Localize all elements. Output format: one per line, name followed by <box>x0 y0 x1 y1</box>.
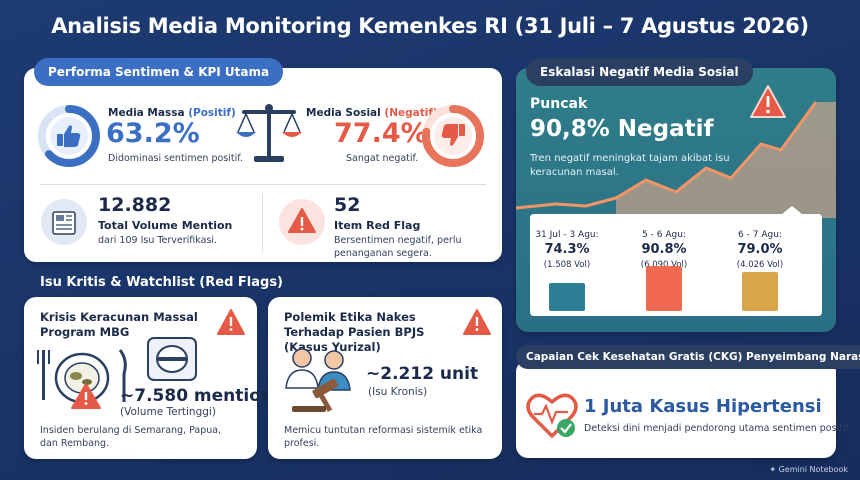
escalation-pill: Eskalasi Negatif Media Sosial <box>526 58 753 86</box>
bar-volume-label: (4.026 Vol) <box>736 260 784 270</box>
bar-value-label: 79.0% <box>737 242 783 257</box>
sparkle-icon: ✦ <box>769 465 777 474</box>
issue-count-bpjs: ~2.212 unit <box>366 364 479 384</box>
media-sosial-sub: Sangat negatif. <box>346 153 419 164</box>
volume-value: 12.882 <box>98 194 172 216</box>
watchlist-label: Isu Kritis & Watchlist (Red Flags) <box>40 275 284 290</box>
bar-value-label: 74.3% <box>544 242 590 257</box>
thumbs-down-icon <box>441 124 465 146</box>
issue-desc-mbg: Insiden berulang di Semarang, Papua, dan… <box>40 425 222 450</box>
media-massa-label: Media Massa (Positif) <box>108 107 236 119</box>
red-flag-label: Item Red Flag <box>334 219 421 232</box>
bar <box>646 266 682 311</box>
volume-sub: dari 109 Isu Terverifikasi. <box>98 235 218 246</box>
escalation-desc: Tren negatif meningkat tajam akibat isu … <box>530 153 730 178</box>
volume-label: Total Volume Mention <box>98 219 233 232</box>
ckg-pill: Capaian Cek Kesehatan Gratis (CKG) Penye… <box>516 345 860 369</box>
warning-icon <box>750 85 786 118</box>
balance-scale-icon <box>236 104 302 162</box>
escalation-peak-label: Puncak <box>530 96 588 112</box>
media-massa-value: 63.2% <box>106 118 200 149</box>
warning-icon <box>279 199 325 245</box>
red-flag-sub: Bersentimen negatif, perlu penanganan se… <box>334 235 462 259</box>
issue-title-mbg: Krisis Keracunan Massal Program MBG <box>40 310 198 339</box>
bar-category-label: 6 - 7 Agu: <box>738 230 782 240</box>
ckg-card <box>516 360 836 458</box>
issue-note-mbg: (Volume Tertinggi) <box>120 406 216 418</box>
kpi-section-pill: Performa Sentimen & KPI Utama <box>34 58 284 86</box>
warning-icon <box>463 309 491 335</box>
bar-value-label: 90.8% <box>641 242 687 257</box>
media-massa-sub: Didominasi sentimen positif. <box>108 153 243 164</box>
nurse-patient-gavel-icon <box>285 348 351 413</box>
ckg-headline: 1 Juta Kasus Hipertensi <box>584 396 822 417</box>
media-sosial-value: 77.4% <box>334 118 428 149</box>
brand-text: Gemini Notebook <box>778 465 848 474</box>
heart-check-icon <box>526 393 578 438</box>
empty-plate-icon <box>147 337 197 381</box>
issue-note-bpjs: (Isu Kronis) <box>368 386 428 398</box>
issue-title-bpjs: Polemik Etika Nakes Terhadap Pasien BPJS… <box>284 310 425 354</box>
ckg-desc: Deteksi dini menjadi pendorong utama sen… <box>584 423 852 434</box>
escalation-peak-value: 90,8% Negatif <box>530 116 714 142</box>
issue-count-mbg: ~7.580 mention <box>120 386 274 406</box>
bar <box>742 272 778 311</box>
bar-category-label: 5 - 6 Agu: <box>642 230 686 240</box>
newspaper-icon <box>41 199 87 245</box>
bar-volume-label: (6.090 Vol) <box>640 260 688 270</box>
bar-category-label: 31 Jul - 3 Agu: <box>535 230 599 240</box>
warning-icon <box>217 309 245 335</box>
thumbs-up-icon <box>57 125 81 147</box>
media-massa-ring <box>38 105 100 167</box>
trend-line-chart <box>516 101 836 218</box>
media-sosial-label: Media Sosial (Negatif) <box>306 107 438 119</box>
issue-desc-bpjs: Memicu tuntutan reformasi sistemik etika… <box>284 425 483 450</box>
kpi-divider <box>40 184 486 185</box>
escalation-card: Puncak 90,8% Negatif Tren negatif mening… <box>516 68 836 332</box>
kpi-card <box>24 68 502 262</box>
bar-volume-label: (1.508 Vol) <box>543 260 591 270</box>
food-plate-icon <box>37 349 127 409</box>
page-title: Analisis Media Monitoring Kemenkes RI (3… <box>51 14 809 38</box>
media-sosial-ring <box>422 105 484 167</box>
bar <box>549 283 585 311</box>
red-flag-value: 52 <box>334 194 361 216</box>
kpi-divider-vertical <box>262 194 263 252</box>
brand-label: ✦ Gemini Notebook <box>769 465 848 474</box>
